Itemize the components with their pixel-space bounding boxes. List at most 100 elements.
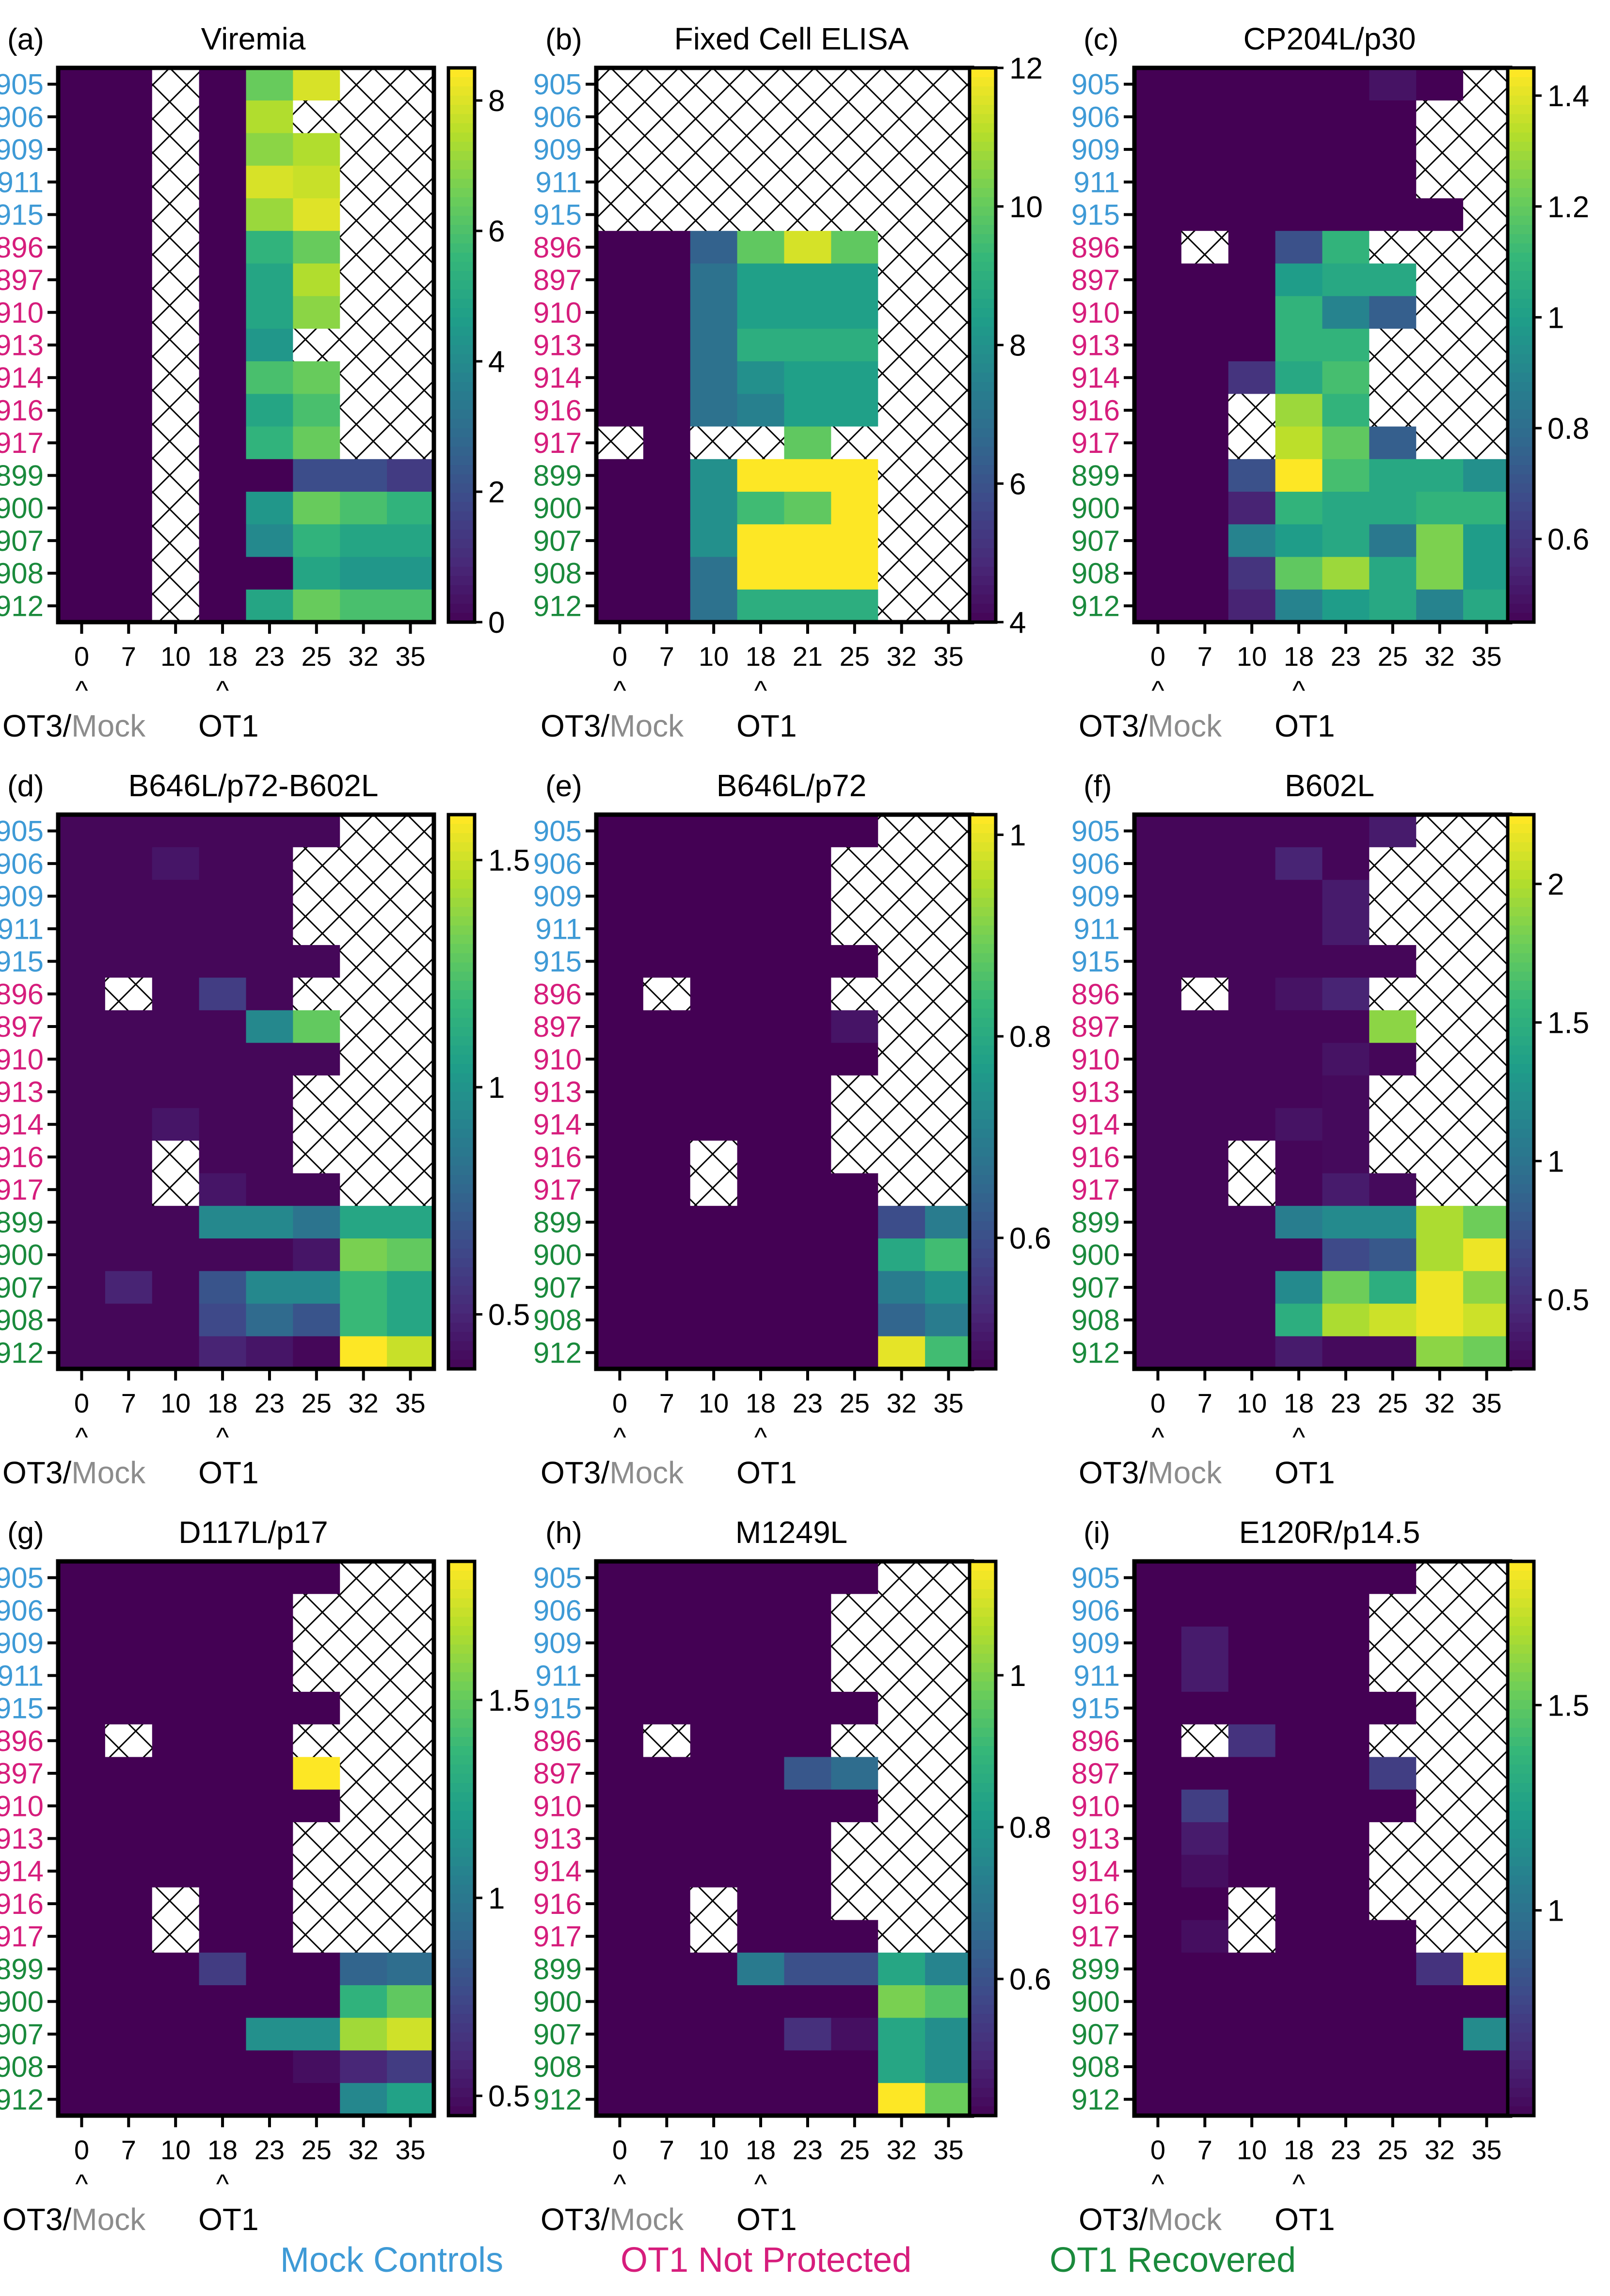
row-label: 897 [1071, 1011, 1120, 1043]
colorbar-step [448, 1073, 475, 1083]
heatmap-cell [58, 1336, 106, 1369]
missing-cell [387, 231, 434, 264]
heatmap-cell [737, 1691, 785, 1725]
colorbar-step [1508, 898, 1534, 908]
colorbar-step [448, 1838, 475, 1848]
heatmap-cell [199, 1010, 247, 1044]
missing-cell [1416, 1822, 1464, 1855]
missing-cell [784, 68, 831, 101]
row-label: 897 [533, 1757, 582, 1790]
colorbar-step [1508, 1949, 1534, 1959]
colorbar-step [970, 962, 996, 972]
row-label: 899 [0, 459, 44, 492]
heatmap-cell [784, 1920, 831, 1953]
colorbar-step [448, 990, 475, 1000]
heatmap-cell [784, 1594, 831, 1627]
row-label: 907 [1071, 525, 1120, 557]
heatmap-cell [105, 1822, 153, 1855]
row-label: 906 [533, 848, 582, 880]
day-label: 23 [255, 2135, 285, 2165]
heatmap-cell [387, 524, 434, 558]
colorbar-step [970, 215, 996, 225]
heatmap-cell [246, 1205, 293, 1239]
day-label: 18 [207, 641, 238, 672]
missing-cell [1416, 815, 1464, 848]
heatmap-cell [1228, 68, 1276, 101]
heatmap-cell [1134, 1075, 1182, 1108]
colorbar-step [448, 944, 475, 954]
ot3-label: OT3 [1079, 2202, 1139, 2237]
missing-cell [1369, 880, 1417, 913]
day-label: 32 [349, 2135, 379, 2165]
heatmap-cell [1322, 1108, 1370, 1141]
heatmap-cell [1181, 1303, 1229, 1337]
heatmap-cell [58, 133, 106, 166]
heatmap-cell [784, 263, 831, 297]
row-label: 899 [0, 1953, 44, 1985]
heatmap-cell [58, 1205, 106, 1239]
heatmap-cell [152, 880, 200, 913]
panel-1: (a) Viremia905906909911915896897910913914… [0, 21, 505, 743]
missing-cell [387, 1561, 434, 1594]
heatmap-cell [293, 1336, 340, 1369]
heatmap-cell [596, 945, 644, 978]
heatmap-cell [784, 231, 831, 264]
heatmap-cell [1134, 1140, 1182, 1174]
heatmap-cell [246, 880, 293, 913]
colorbar-step [1508, 1082, 1534, 1092]
colorbar-step [970, 953, 996, 963]
colorbar-step [1508, 1285, 1534, 1296]
heatmap-cell [1134, 978, 1182, 1011]
day-label: 7 [659, 1388, 674, 1418]
colorbar-step [1508, 980, 1534, 991]
heatmap-cell [1322, 880, 1370, 913]
row-label: 905 [0, 68, 44, 101]
missing-cell [878, 459, 925, 492]
colorbar-step [448, 1607, 475, 1618]
heatmap-cell [878, 1238, 925, 1271]
heatmap-cell [1322, 1887, 1370, 1921]
missing-cell [831, 1108, 878, 1141]
colorbar-step [1508, 1635, 1534, 1645]
colorbar-step [448, 557, 475, 567]
colorbar-step [448, 1239, 475, 1250]
colorbar-step [1508, 1138, 1534, 1148]
heatmap-cell [152, 1561, 200, 1594]
row-label: 911 [0, 1659, 44, 1692]
missing-cell [690, 165, 738, 199]
heatmap-cell [246, 815, 293, 848]
row-label: 913 [0, 1076, 44, 1108]
heatmap-cell [1322, 165, 1370, 199]
row-label: 905 [533, 815, 582, 848]
missing-cell [1416, 394, 1464, 427]
row-label: 900 [0, 1239, 44, 1271]
ot1-caret: ^ [754, 675, 767, 706]
colorbar-frame [1506, 1559, 1536, 2118]
heatmap-cell [643, 328, 691, 362]
heatmap-cell [1416, 198, 1464, 231]
missing-cell [387, 1724, 434, 1758]
heatmap-cell [784, 1855, 831, 1888]
colorbar-step [448, 2106, 475, 2116]
heatmap-cell [596, 1887, 644, 1921]
heatmap-cell [1228, 1043, 1276, 1076]
missing-cell [737, 426, 785, 460]
colorbar-step [1508, 151, 1534, 161]
heatmap-cell [152, 1789, 200, 1823]
day-label: 21 [793, 641, 823, 672]
colorbar-step [970, 77, 996, 87]
row-label: 911 [1073, 1659, 1120, 1692]
missing-cell [1416, 1920, 1464, 1953]
heatmap-cell [878, 1336, 925, 1369]
row-label: 909 [1071, 880, 1120, 913]
missing-cell [152, 394, 200, 427]
heatmap-cell [199, 1173, 247, 1206]
colorbar-step [448, 1203, 475, 1213]
heatmap-cell [596, 1140, 644, 1174]
missing-cell [925, 1108, 972, 1141]
colorbar-step [1508, 1847, 1534, 1858]
colorbar-step [970, 576, 996, 586]
heatmap-cell [1134, 1757, 1182, 1790]
heatmap-cell [246, 2050, 293, 2084]
missing-cell [878, 557, 925, 590]
